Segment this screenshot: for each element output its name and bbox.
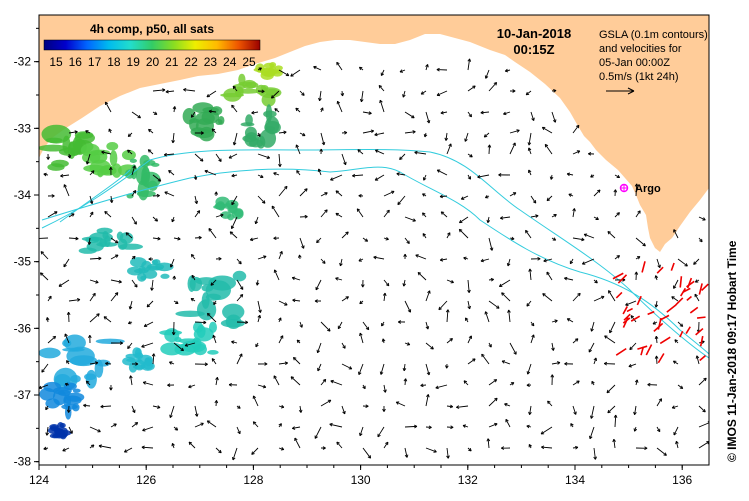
- velocity-arrowhead: [36, 237, 39, 240]
- sst-pixel-cluster: [127, 267, 143, 276]
- sst-pixel-cluster: [66, 347, 94, 366]
- argo-vector: [697, 317, 705, 318]
- legend-line-4: 0.5m/s (1kt 24h): [599, 71, 678, 83]
- x-tick-label: 132: [458, 473, 478, 487]
- legend-line-3: 05-Jan 00:00Z: [599, 57, 670, 69]
- x-axis: 124 126 128 130 132 134 136: [29, 465, 693, 487]
- y-axis: -32 -33 -34 -35 -36 -37 -38: [14, 28, 39, 468]
- legend-line-1: GSLA (0.1m contours): [599, 29, 708, 41]
- sst-pixel-cluster: [193, 322, 203, 333]
- x-tick-label: 128: [243, 473, 263, 487]
- sst-pixel-cluster: [164, 328, 179, 342]
- colorbar-tick-label: 17: [88, 55, 102, 69]
- sst-pixel-cluster: [160, 274, 169, 279]
- credit-text: © IMOS 11-Jan-2018 09:17 Hobart Time: [725, 240, 739, 462]
- y-tick-label: -36: [14, 321, 32, 335]
- sst-pixel-cluster: [112, 163, 122, 177]
- sst-pixel-cluster: [45, 138, 62, 143]
- sst-pixel-cluster: [211, 106, 222, 115]
- x-tick-label: 134: [565, 473, 585, 487]
- y-tick-label: -33: [14, 121, 32, 135]
- colorbar-tick-label: 25: [242, 55, 256, 69]
- sst-pixel-cluster: [130, 159, 137, 163]
- velocity-vector: [405, 426, 417, 427]
- sst-pixel-cluster: [227, 204, 238, 214]
- sst-pixel-cluster: [265, 126, 275, 131]
- colorbar-ticks: 15 16 17 18 19 20 21 22 23 24 25: [49, 55, 256, 69]
- colorbar-tick-label: 18: [107, 55, 121, 69]
- sst-pixel-cluster: [235, 86, 244, 97]
- colorbar-tick-label: 21: [165, 55, 179, 69]
- sst-pixel-cluster: [79, 248, 97, 254]
- sst-pixel-cluster: [38, 348, 60, 359]
- y-tick-label: -34: [14, 188, 32, 202]
- sst-pixel-cluster: [266, 104, 272, 122]
- sst-pixel-cluster: [233, 271, 247, 282]
- sst-pixel-cluster: [261, 68, 276, 77]
- sst-pixel-cluster: [191, 127, 206, 136]
- sst-pixel-cluster: [207, 350, 219, 355]
- sst-pixel-cluster: [106, 142, 118, 151]
- velocity-vector: [36, 238, 48, 239]
- sst-pixel-cluster: [215, 119, 222, 125]
- argo-label: Argo: [635, 183, 661, 195]
- sst-pixel-cluster: [72, 403, 79, 411]
- y-tick-label: -35: [14, 255, 32, 269]
- colorbar-tick-label: 23: [204, 55, 218, 69]
- sst-pixel-cluster: [60, 432, 67, 440]
- sst-pixel-cluster: [202, 292, 210, 309]
- sst-pixel-cluster: [269, 62, 276, 68]
- sst-pixel-cluster: [43, 382, 61, 392]
- sst-pixel-cluster: [83, 165, 105, 172]
- x-tick-label: 126: [136, 473, 156, 487]
- colorbar-tick-label: 24: [223, 55, 237, 69]
- colorbar-title: 4h comp, p50, all sats: [90, 22, 214, 36]
- sst-pixel-cluster: [51, 160, 69, 168]
- sst-pixel-cluster: [241, 122, 255, 126]
- colorbar-tick-label: 16: [69, 55, 83, 69]
- sst-pixel-cluster: [99, 239, 107, 247]
- colorbar-tick-label: 22: [184, 55, 198, 69]
- date-line-1: 10-Jan-2018: [497, 26, 571, 41]
- y-tick-label: -38: [14, 455, 32, 469]
- x-tick-label: 136: [672, 473, 692, 487]
- sst-pixel-cluster: [160, 342, 183, 355]
- x-tick-label: 124: [29, 473, 49, 487]
- colorbar-tick-label: 20: [146, 55, 160, 69]
- x-tick-label: 130: [351, 473, 371, 487]
- y-tick-label: -32: [14, 55, 32, 69]
- sst-pixel-cluster: [260, 129, 276, 148]
- y-tick-label: -37: [14, 388, 32, 402]
- sst-pixel-cluster: [96, 360, 110, 367]
- sst-pixel-cluster: [188, 276, 196, 292]
- sst-pixel-cluster: [245, 127, 257, 139]
- sst-pixel-cluster: [97, 228, 113, 234]
- sst-pixel-cluster: [141, 261, 151, 271]
- sst-pixel-cluster: [132, 347, 141, 357]
- colorbar-tick-label: 15: [49, 55, 63, 69]
- sst-pixel-cluster: [245, 82, 258, 88]
- sst-pixel-cluster: [179, 338, 199, 343]
- sst-pixel-cluster: [86, 370, 97, 389]
- date-line-2: 00:15Z: [513, 42, 554, 57]
- sst-pixel-cluster: [119, 244, 143, 250]
- sst-pixel-cluster: [266, 89, 279, 96]
- colorbar: [44, 40, 260, 50]
- sst-pixel-cluster: [175, 311, 205, 317]
- velocity-vector: [195, 322, 206, 323]
- legend-line-2: and velocities for: [599, 43, 682, 55]
- colorbar-tick-label: 19: [127, 55, 141, 69]
